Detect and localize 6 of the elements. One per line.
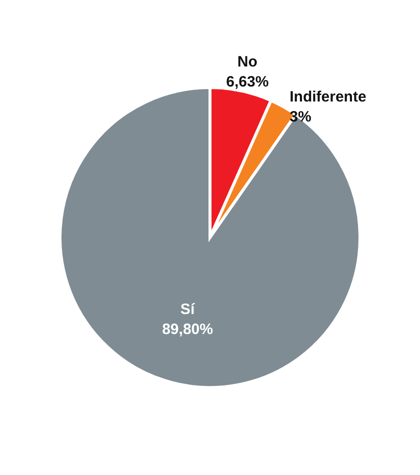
data-label: 6,63% — [226, 73, 269, 90]
slice-label: Indiferente — [290, 88, 366, 106]
data-label: 89,80% — [162, 321, 213, 338]
slice-label: No — [237, 53, 258, 70]
data-label: 3% — [290, 108, 312, 126]
slice-label: Sí — [180, 301, 196, 318]
